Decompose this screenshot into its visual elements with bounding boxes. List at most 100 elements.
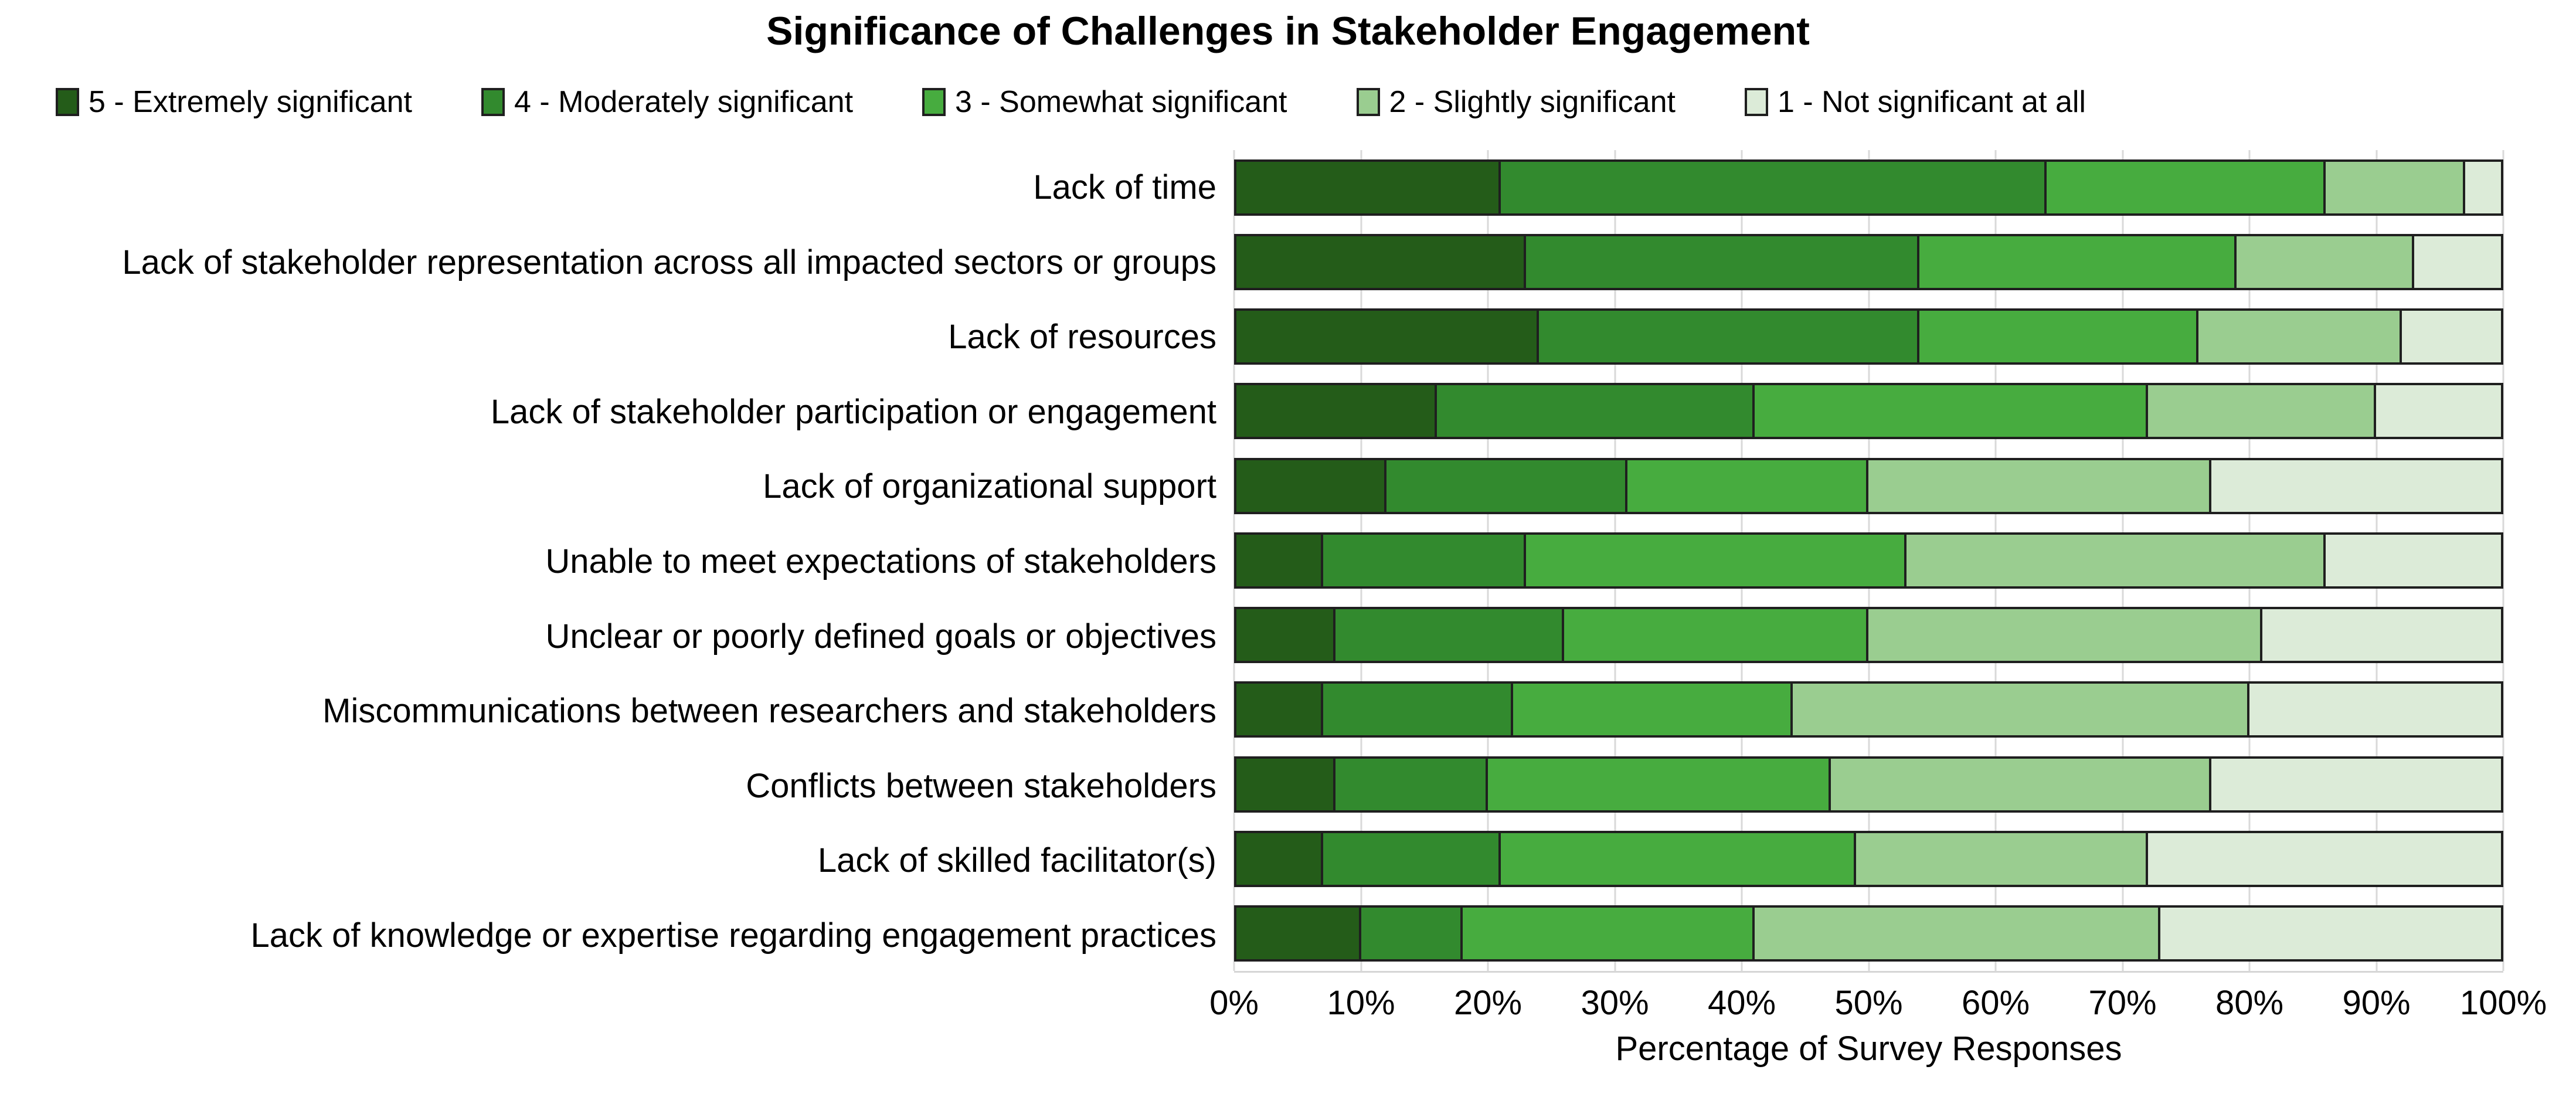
x-tick-label: 80% <box>2215 984 2284 1022</box>
bar-row <box>1234 374 2503 449</box>
bar-segment <box>1234 383 1437 440</box>
legend-swatch-icon <box>481 88 505 116</box>
stacked-bar <box>1234 308 2503 365</box>
bars <box>1234 150 2503 971</box>
bar-row <box>1234 896 2503 971</box>
bar-row <box>1234 523 2503 597</box>
category-label: Unclear or poorly defined goals or objec… <box>545 617 1216 656</box>
bar-segment <box>1525 532 1907 589</box>
bar-segment <box>1234 308 1539 365</box>
x-tick-label: 20% <box>1453 984 1523 1022</box>
bar-segment <box>2325 532 2503 589</box>
bar-segment <box>1868 457 2212 514</box>
bar-segment <box>1564 607 1869 664</box>
bar-row <box>1234 598 2503 673</box>
bar-segment <box>1538 308 1920 365</box>
bar-segment <box>2160 905 2503 962</box>
category-label: Lack of knowledge or expertise regarding… <box>250 916 1216 955</box>
bar-segment <box>1792 681 2249 738</box>
bar-segment <box>1361 905 1463 962</box>
legend-item: 5 - Extremely significant <box>56 84 412 120</box>
bar-segment <box>1868 607 2262 664</box>
bar-segment <box>1335 756 1488 813</box>
stacked-bar <box>1234 831 2503 888</box>
x-axis-title: Percentage of Survey Responses <box>1615 1030 2122 1068</box>
bar-segment <box>2046 159 2326 216</box>
bar-segment <box>2198 308 2402 365</box>
bar-segment <box>2376 383 2503 440</box>
bar-segment <box>1234 607 1336 664</box>
stacked-bar <box>1234 607 2503 664</box>
legend: 5 - Extremely significant 4 - Moderately … <box>0 84 2576 120</box>
x-tick-label: 10% <box>1327 984 1395 1022</box>
bar-segment <box>1234 831 1323 888</box>
category-label: Unable to meet expectations of stakehold… <box>545 542 1216 580</box>
gridline <box>2502 150 2504 971</box>
category-label: Lack of stakeholder participation or eng… <box>490 392 1216 431</box>
legend-label: 4 - Moderately significant <box>514 85 854 119</box>
legend-label: 3 - Somewhat significant <box>955 85 1287 119</box>
stacked-bar <box>1234 532 2503 589</box>
bar-segment <box>2325 159 2466 216</box>
legend-swatch-icon <box>922 88 946 116</box>
bar-segment <box>1919 308 2199 365</box>
bar-segment <box>2401 308 2503 365</box>
legend-item: 1 - Not significant at all <box>1744 84 2086 120</box>
legend-swatch-icon <box>56 88 79 116</box>
legend-swatch-icon <box>1744 88 1768 116</box>
stacked-bar <box>1234 233 2503 290</box>
legend-item: 3 - Somewhat significant <box>922 84 1287 120</box>
category-label: Miscommunications between researchers an… <box>322 692 1216 731</box>
category-label: Conflicts between stakeholders <box>746 766 1216 805</box>
chart-title: Significance of Challenges in Stakeholde… <box>766 9 1810 53</box>
stacked-bar <box>1234 905 2503 962</box>
legend-label: 2 - Slightly significant <box>1389 85 1676 119</box>
bar-segment <box>1754 383 2148 440</box>
stacked-bar <box>1234 383 2503 440</box>
bar-segment <box>1437 383 1755 440</box>
bar-segment <box>1855 831 2148 888</box>
bar-row <box>1234 225 2503 299</box>
plot-area <box>1233 150 2504 973</box>
legend-label: 1 - Not significant at all <box>1777 85 2086 119</box>
stacked-bar <box>1234 756 2503 813</box>
bar-segment <box>1513 681 1793 738</box>
legend-item: 4 - Moderately significant <box>481 84 853 120</box>
legend-item: 2 - Slightly significant <box>1356 84 1676 120</box>
bar-segment <box>1627 457 1869 514</box>
bar-segment <box>1386 457 1628 514</box>
bar-segment <box>1234 681 1323 738</box>
stacked-bar <box>1234 457 2503 514</box>
bar-segment <box>2237 233 2415 290</box>
bar-segment <box>1500 831 1856 888</box>
bar-segment <box>1919 233 2237 290</box>
x-tick-label: 70% <box>2088 984 2157 1022</box>
bar-segment <box>2414 233 2503 290</box>
bar-segment <box>1830 756 2212 813</box>
stacked-bar <box>1234 159 2503 216</box>
bar-segment <box>1234 532 1323 589</box>
bar-segment <box>2465 159 2503 216</box>
bar-segment <box>1234 756 1336 813</box>
bar-row <box>1234 673 2503 747</box>
bar-segment <box>1754 905 2161 962</box>
bar-segment <box>1234 233 1526 290</box>
bar-segment <box>1906 532 2326 589</box>
bar-segment <box>1500 159 2047 216</box>
x-tick-label: 50% <box>1834 984 1903 1022</box>
bar-segment <box>1487 756 1831 813</box>
bar-segment <box>1525 233 1920 290</box>
bar-segment <box>1323 831 1501 888</box>
bar-segment <box>2147 383 2377 440</box>
bar-segment <box>2262 607 2503 664</box>
stacked-bar <box>1234 681 2503 738</box>
bar-row <box>1234 300 2503 374</box>
bar-segment <box>1234 457 1386 514</box>
bar-segment <box>1462 905 1755 962</box>
x-tick-label: 40% <box>1707 984 1776 1022</box>
bar-segment <box>2249 681 2503 738</box>
bar-row <box>1234 150 2503 225</box>
x-axis-ticks: 0% 10% 20% 30% 40% 50% 60% 70% 80% 90% 100% <box>1209 973 2547 1027</box>
category-label: Lack of time <box>1033 168 1216 207</box>
category-label: Lack of skilled facilitator(s) <box>817 841 1216 880</box>
